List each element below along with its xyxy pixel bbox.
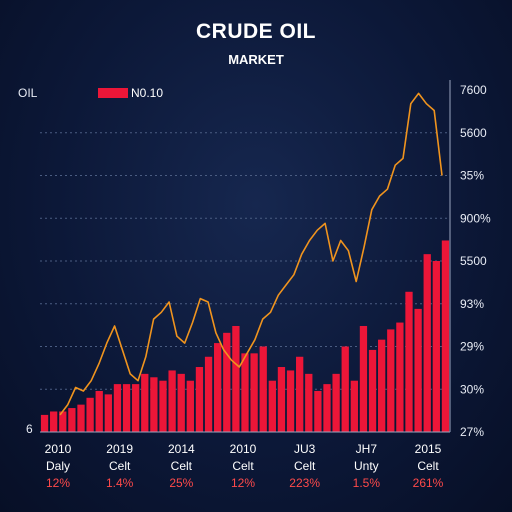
bar — [95, 390, 103, 432]
bar — [159, 380, 167, 432]
bar — [168, 370, 176, 432]
x-tick-label: Celt — [108, 459, 131, 473]
y-tick-label: 29% — [460, 340, 484, 354]
legend-swatch — [98, 88, 128, 98]
bar — [341, 346, 349, 432]
x-group: 2010 Daly 12% — [23, 441, 93, 492]
x-tick-label: Celt — [232, 459, 254, 473]
bar — [132, 384, 140, 432]
x-tick-year: JU3 — [293, 442, 316, 456]
bar — [441, 240, 450, 432]
x-tick-pct: 261% — [412, 476, 444, 490]
y-tick-label: 30% — [460, 382, 484, 396]
bar — [68, 408, 76, 432]
bar — [414, 308, 422, 432]
bar — [104, 394, 112, 432]
x-tick-year: 2010 — [44, 442, 72, 456]
x-tick-label: Daly — [45, 459, 70, 473]
bar — [195, 367, 204, 432]
bar — [432, 261, 440, 432]
x-tick-pct: 12% — [230, 476, 256, 490]
bar — [323, 384, 331, 432]
bar — [259, 346, 267, 432]
bar — [186, 380, 194, 432]
bar — [250, 353, 258, 432]
bar — [286, 370, 295, 432]
y-tick-label: 5500 — [460, 254, 487, 268]
bar — [277, 367, 286, 432]
x-tick-pct: 1.4% — [105, 476, 134, 490]
series-label: OIL — [18, 86, 38, 100]
bar — [122, 384, 131, 432]
bar — [268, 380, 276, 432]
bar — [359, 325, 368, 432]
bar — [214, 343, 222, 432]
bar — [150, 377, 158, 432]
bar — [204, 356, 213, 432]
x-tick-pct: 1.5% — [352, 476, 380, 490]
x-tick-year: 2014 — [167, 442, 195, 456]
x-tick-pct: 223% — [289, 476, 320, 490]
bar — [241, 353, 249, 432]
legend-label: N0.10 — [131, 86, 164, 100]
bar — [305, 373, 313, 432]
x-tick-year: 2010 — [229, 442, 257, 456]
bar — [177, 373, 185, 432]
chart-title: CRUDE OIL — [196, 20, 316, 43]
x-tick-label: Unty — [353, 459, 379, 473]
legend: N0.10 — [98, 86, 163, 100]
y-tick-label: 5600 — [460, 126, 487, 140]
x-group: 2015 Celt 261% — [393, 441, 463, 492]
bar — [423, 254, 431, 432]
x-tick-label: Celt — [170, 459, 192, 473]
bar — [387, 329, 395, 432]
bar — [378, 339, 386, 432]
bar — [332, 373, 340, 432]
y-tick-label: 35% — [460, 169, 484, 183]
x-group: JU3 Celt 223% — [270, 441, 340, 492]
bar — [350, 380, 358, 432]
y-tick-label: 93% — [460, 297, 484, 311]
x-tick-year: JH7 — [355, 442, 377, 456]
x-tick-label: Celt — [417, 459, 439, 473]
chart-subtitle: MARKET — [228, 52, 284, 67]
x-group: 2010 Celt 12% — [208, 441, 278, 492]
x-tick-pct: 12% — [45, 476, 71, 490]
x-group: JH7 Unty 1.5% — [331, 441, 401, 492]
bar — [296, 356, 304, 432]
bar — [50, 411, 58, 432]
x-tick-year: 2015 — [414, 442, 442, 456]
bar — [314, 390, 322, 432]
bar — [141, 373, 149, 432]
y-tick-label: 7600 — [460, 83, 487, 97]
bar — [77, 404, 85, 432]
x-group: 2019 Celt 1.4% — [85, 441, 155, 492]
y-tick-label: 900% — [460, 211, 491, 225]
bar — [59, 411, 67, 432]
bar — [232, 325, 240, 432]
x-tick-year: 2019 — [106, 442, 133, 456]
x-group: 2014 Celt 25% — [146, 441, 216, 492]
y-tick-label: 27% — [460, 425, 484, 439]
bar — [223, 332, 231, 432]
origin-label: 6 — [26, 422, 33, 436]
bar — [40, 414, 49, 432]
bar — [405, 291, 413, 432]
price-line — [59, 92, 443, 416]
bar — [86, 397, 94, 432]
x-tick-pct: 25% — [169, 476, 194, 490]
bar — [368, 349, 377, 432]
x-tick-label: Celt — [293, 459, 316, 473]
bar — [113, 384, 122, 432]
bar — [396, 322, 404, 432]
